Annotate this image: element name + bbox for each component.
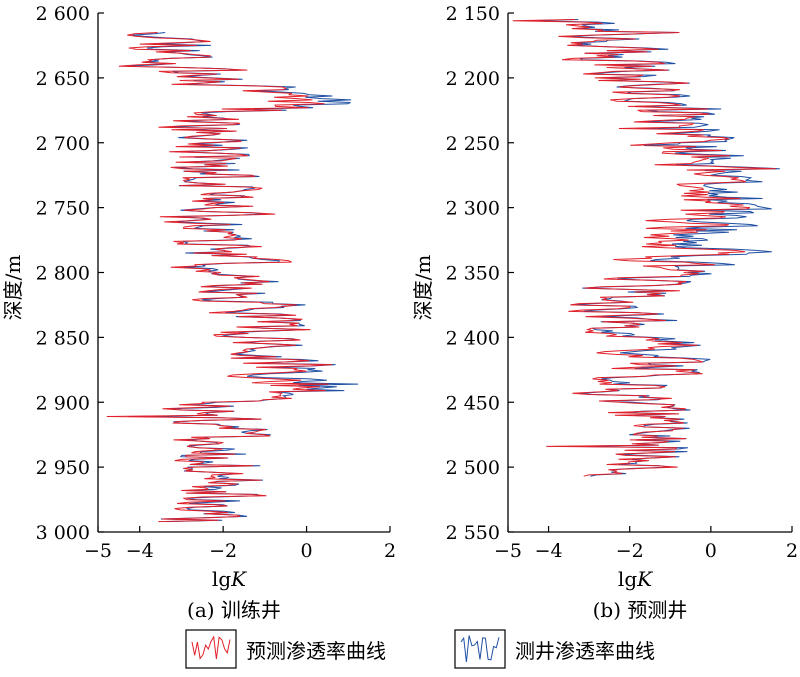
y-tick-label: 2 350 xyxy=(446,263,500,285)
panel-caption: (a) 训练井 xyxy=(187,598,281,622)
x-tick-label: −2 xyxy=(616,540,644,562)
legend-box-predicted xyxy=(185,629,237,669)
y-tick-label: 2 700 xyxy=(36,133,90,155)
y-tick-label: 2 750 xyxy=(36,198,90,220)
y-tick-label: 2 400 xyxy=(446,327,500,349)
legend-swatch-measured xyxy=(460,635,500,663)
y-tick-label: 2 950 xyxy=(36,457,90,479)
y-tick-label: 2 500 xyxy=(446,457,500,479)
legend-label-predicted: 预测渗透率曲线 xyxy=(246,639,386,663)
y-tick-label: 2 150 xyxy=(446,3,500,25)
legend-box-measured xyxy=(454,629,506,669)
y-axis-label: 深度/m xyxy=(1,255,25,321)
chart-panel-b: 2 150 2 200 2 250 2 300 2 350 2 400 2 450 2 500… xyxy=(411,3,798,622)
x-tick-label: 2 xyxy=(786,540,798,562)
series-line-predicted xyxy=(106,32,333,523)
x-tick-label: −4 xyxy=(535,540,563,562)
y-tick-label: 2 850 xyxy=(36,327,90,349)
y-tick-label: 2 450 xyxy=(446,392,500,414)
y-tick-label: 3 000 xyxy=(36,522,90,544)
panel-caption: (b) 预测井 xyxy=(593,598,688,622)
y-tick-label: 2 200 xyxy=(446,68,500,90)
series-line-measured xyxy=(526,19,780,477)
legend-label-measured: 测井渗透率曲线 xyxy=(515,639,655,663)
legend-swatch-predicted xyxy=(191,635,231,660)
y-tick-label: 2 300 xyxy=(446,198,500,220)
y-tick-label: 2 550 xyxy=(446,522,500,544)
chart-panel-a: 2 600 2 650 2 700 2 750 2 800 2 850 2 900 2 950… xyxy=(1,3,396,622)
y-tick-label: 2 650 xyxy=(36,68,90,90)
y-tick-label: 2 900 xyxy=(36,392,90,414)
x-axis-label: lgK xyxy=(212,567,247,591)
y-tick-label: 2 800 xyxy=(36,263,90,285)
x-tick-label: 0 xyxy=(301,540,313,562)
legend: 预测渗透率曲线 测井渗透率曲线 xyxy=(185,629,655,669)
series-line-predicted xyxy=(512,19,776,477)
x-tick-label: 2 xyxy=(384,540,396,562)
x-tick-label: −4 xyxy=(126,540,154,562)
y-tick-label: 2 250 xyxy=(446,133,500,155)
x-tick-label: −5 xyxy=(84,540,112,562)
x-tick-label: −5 xyxy=(494,540,522,562)
x-axis-label: lgK xyxy=(618,567,653,591)
y-tick-label: 2 600 xyxy=(36,3,90,25)
x-tick-label: 0 xyxy=(705,540,717,562)
y-axis-label: 深度/m xyxy=(411,255,435,321)
x-tick-label: −2 xyxy=(209,540,237,562)
